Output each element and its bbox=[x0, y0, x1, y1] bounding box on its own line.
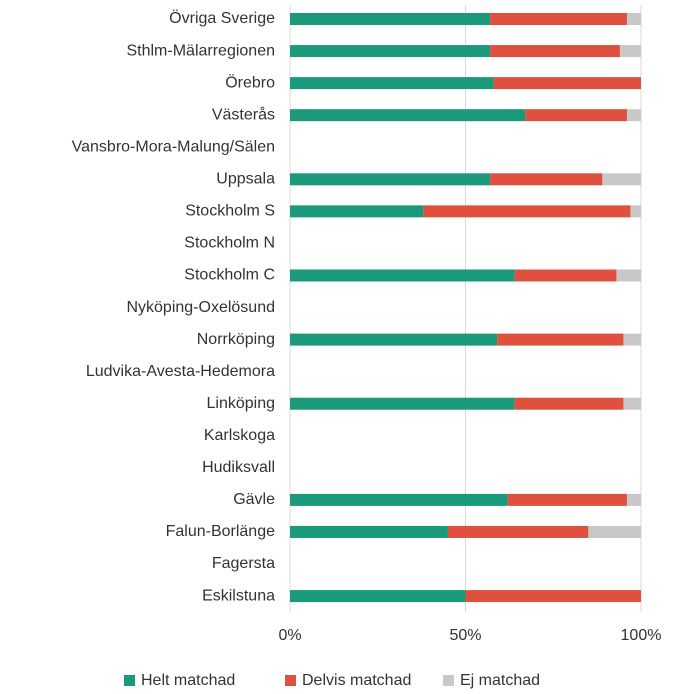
bar-segment bbox=[626, 13, 641, 25]
y-tick-label: Gävle bbox=[233, 491, 275, 508]
x-tick-label: 0% bbox=[278, 627, 301, 644]
y-tick-label: Stockholm N bbox=[184, 235, 275, 252]
bar-segment bbox=[290, 333, 498, 346]
y-tick-label: Övriga Sverige bbox=[169, 9, 275, 27]
y-tick-label: Linköping bbox=[207, 395, 276, 412]
bar-segment bbox=[514, 397, 624, 410]
bar-segment bbox=[525, 109, 627, 122]
bar-segment bbox=[290, 269, 515, 282]
y-tick-label: Stockholm C bbox=[184, 267, 275, 284]
y-tick-label: Hudiksvall bbox=[202, 459, 275, 476]
bar-segment bbox=[290, 45, 491, 58]
legend-label: Helt matchad bbox=[141, 672, 235, 689]
bar-segment bbox=[623, 397, 641, 410]
bar-segment bbox=[493, 77, 641, 90]
y-tick-label: Sthlm-Mälarregionen bbox=[126, 42, 275, 59]
bar-segment bbox=[447, 525, 589, 538]
bar-segment bbox=[423, 205, 631, 218]
x-tick-label: 100% bbox=[621, 627, 662, 644]
y-tick-label: Ludvika-Avesta-Hedemora bbox=[86, 363, 275, 380]
bar-segment bbox=[290, 397, 515, 410]
legend-swatch bbox=[443, 675, 454, 686]
bar-segment bbox=[290, 525, 448, 538]
bar-segment bbox=[490, 13, 627, 25]
bar-segment bbox=[514, 269, 617, 282]
y-tick-label: Falun-Borlänge bbox=[166, 523, 276, 540]
bar-segment bbox=[490, 173, 603, 186]
y-tick-label: Norrköping bbox=[197, 331, 275, 348]
bar-segment bbox=[626, 109, 641, 122]
y-tick-label: Karlskoga bbox=[204, 427, 275, 444]
bar-segment bbox=[490, 45, 620, 58]
legend-label: Delvis matchad bbox=[302, 672, 411, 689]
bar-segment bbox=[619, 45, 641, 58]
legend-label: Ej matchad bbox=[460, 672, 540, 689]
y-tick-label: Stockholm S bbox=[185, 203, 275, 220]
x-tick-label: 50% bbox=[449, 627, 481, 644]
bar-segment bbox=[290, 109, 526, 122]
bar-segment bbox=[507, 493, 627, 506]
y-tick-label: Västerås bbox=[212, 105, 275, 123]
y-tick-label: Nyköping-Oxelösund bbox=[126, 299, 275, 316]
bar-segment bbox=[290, 173, 491, 186]
bar-segment bbox=[588, 525, 641, 538]
bar-segment bbox=[290, 77, 494, 90]
y-tick-label: Fagersta bbox=[212, 555, 275, 572]
bar-segment bbox=[616, 269, 641, 282]
bar-segment bbox=[623, 333, 641, 346]
legend-swatch bbox=[124, 675, 135, 686]
bar-segment bbox=[465, 590, 641, 603]
y-tick-label: Vansbro-Mora-Malung/Sälen bbox=[72, 138, 275, 155]
bar-segment bbox=[290, 493, 508, 506]
y-tick-label: Uppsala bbox=[216, 171, 275, 188]
bar-segment bbox=[290, 13, 491, 25]
bar-segment bbox=[626, 493, 641, 506]
legend-swatch bbox=[285, 675, 296, 686]
bar-segment bbox=[290, 590, 466, 603]
bar-segment bbox=[602, 173, 641, 186]
bar-segment bbox=[630, 205, 641, 218]
bar-segment bbox=[290, 205, 424, 218]
y-tick-label: Örebro bbox=[225, 73, 275, 91]
y-tick-label: Eskilstuna bbox=[202, 587, 275, 604]
bar-segment bbox=[497, 333, 624, 346]
